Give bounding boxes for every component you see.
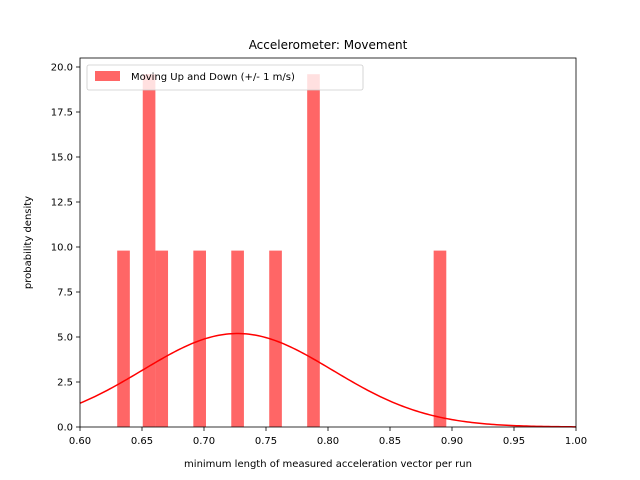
histogram-bar-3: [193, 250, 206, 427]
y-tick-label-6: 15.0: [51, 153, 73, 164]
y-tick-label-5: 12.5: [51, 198, 73, 209]
x-tick-label-7: 0.95: [503, 436, 525, 447]
x-tick-label-0: 0.60: [69, 436, 91, 447]
x-tick-label-6: 0.90: [441, 436, 463, 447]
x-tick-label-5: 0.85: [379, 436, 401, 447]
x-tick-label-2: 0.70: [193, 436, 215, 447]
histogram-bar-1: [142, 74, 156, 427]
x-axis-label: minimum length of measured acceleration …: [184, 459, 472, 470]
histogram-bar-0: [117, 250, 130, 427]
histogram-bar-6: [307, 74, 320, 427]
legend-box: [86, 64, 364, 91]
y-tick-label-8: 20.0: [51, 63, 73, 74]
legend: Moving Up and Down (+/- 1 m/s): [86, 64, 364, 91]
histogram-bar-4: [231, 250, 244, 427]
y-tick-label-0: 0.0: [57, 423, 73, 434]
x-tick-label-4: 0.80: [317, 436, 339, 447]
legend-swatch: [95, 71, 120, 81]
y-tick-label-3: 7.5: [57, 288, 73, 299]
x-tick-label-3: 0.75: [255, 436, 277, 447]
normal-pdf-curve: [79, 332, 577, 428]
x-tick-label-1: 0.65: [131, 436, 153, 447]
histogram-bars: [117, 74, 447, 427]
histogram-bar-7: [433, 250, 447, 427]
legend-label: Moving Up and Down (+/- 1 m/s): [131, 72, 295, 83]
x-tick-label-8: 1.00: [565, 436, 587, 447]
y-tick-label-2: 5.0: [57, 333, 73, 344]
y-tick-label-1: 2.5: [57, 378, 73, 389]
y-axis-label: probability density: [23, 196, 34, 289]
histogram-bar-2: [155, 250, 169, 427]
y-tick-label-7: 17.5: [51, 108, 73, 119]
histogram-bar-5: [269, 250, 282, 427]
y-axis-ticks: 0.0 2.5 5.0 7.5 10.0 12.5 15.0 17.5 20.0: [51, 63, 80, 434]
chart-title: Accelerometer: Movement: [249, 38, 408, 52]
y-tick-label-4: 10.0: [51, 243, 73, 254]
x-axis-ticks: 0.60 0.65 0.70 0.75 0.80 0.85 0.90 0.95 1.00: [69, 427, 587, 447]
